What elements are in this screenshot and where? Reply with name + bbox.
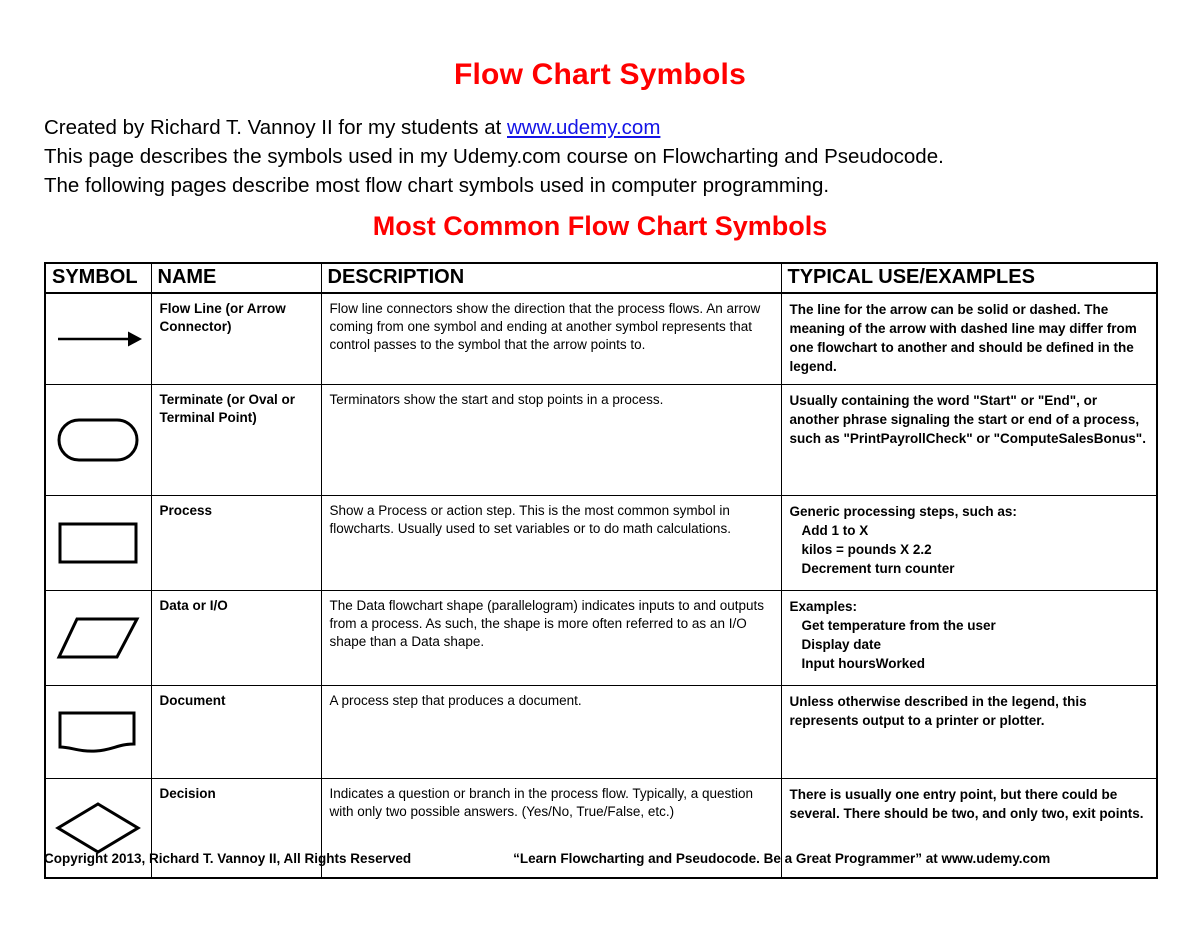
intro-line-3: The following pages describe most flow c…	[44, 174, 830, 197]
use-line: Examples:	[789, 598, 858, 614]
table-row: Flow Line (or Arrow Connector) Flow line…	[44, 292, 1158, 385]
footer-copyright: Copyright 2013, Richard T. Vannoy II, Al…	[44, 851, 412, 866]
page-footer: Copyright 2013, Richard T. Vannoy II, Al…	[44, 850, 1156, 868]
symbol-name: Terminate (or Oval or Terminal Point)	[150, 383, 322, 496]
symbol-cell	[44, 494, 152, 591]
intro-line-1-text: Created by Richard T. Vannoy II for my s…	[44, 116, 507, 139]
symbol-description: Terminators show the start and stop poin…	[320, 383, 782, 496]
table-header-row: SYMBOL NAME DESCRIPTION TYPICAL USE/EXAM…	[44, 262, 1158, 294]
table-row: Terminate (or Oval or Terminal Point) Te…	[44, 383, 1158, 496]
process-rectangle-icon	[46, 496, 151, 590]
udemy-link[interactable]: www.udemy.com	[507, 116, 661, 139]
symbol-name: Flow Line (or Arrow Connector)	[150, 292, 322, 385]
table-row: Decision Indicates a question or branch …	[44, 777, 1158, 879]
use-line: Generic processing steps, such as:	[789, 503, 1017, 519]
use-line: Get temperature from the user	[801, 617, 996, 633]
symbol-description: A process step that produces a document.	[320, 684, 782, 779]
arrow-right-icon	[46, 294, 151, 384]
symbol-cell	[44, 684, 152, 779]
table-row: Process Show a Process or action step. T…	[44, 494, 1158, 591]
use-line: Input hoursWorked	[801, 655, 926, 671]
table-row: Data or I/O The Data flowchart shape (pa…	[44, 589, 1158, 686]
symbol-description: Indicates a question or branch in the pr…	[320, 777, 782, 879]
parallelogram-data-icon	[46, 591, 151, 685]
use-line: Display date	[801, 636, 882, 652]
symbol-use: There is usually one entry point, but th…	[780, 777, 1158, 879]
symbol-use: Usually containing the word "Start" or "…	[780, 383, 1158, 496]
section-title: Most Common Flow Chart Symbols	[372, 211, 828, 241]
column-header-description: DESCRIPTION	[320, 262, 782, 294]
symbol-description: The Data flowchart shape (parallelogram)…	[320, 589, 782, 686]
flowchart-symbols-table: SYMBOL NAME DESCRIPTION TYPICAL USE/EXAM…	[44, 261, 1158, 879]
use-line: Add 1 to X	[801, 522, 869, 538]
symbol-name: Data or I/O	[150, 589, 322, 686]
symbol-use: Generic processing steps, such as: Add 1…	[780, 494, 1158, 591]
symbol-name: Process	[150, 494, 322, 591]
column-header-symbol: SYMBOL	[44, 262, 152, 294]
symbol-cell	[44, 383, 152, 496]
table-row: Document A process step that produces a …	[44, 684, 1158, 779]
symbol-description: Flow line connectors show the direction …	[320, 292, 782, 385]
symbol-use: Examples: Get temperature from the user …	[780, 589, 1158, 686]
footer-tagline: “Learn Flowcharting and Pseudocode. Be a…	[513, 851, 1051, 866]
intro-line-2: This page describes the symbols used in …	[44, 145, 944, 168]
symbol-cell	[44, 589, 152, 686]
decision-diamond-icon	[46, 779, 151, 877]
use-line: kilos = pounds X 2.2	[801, 541, 932, 557]
column-header-name: NAME	[150, 262, 322, 294]
symbol-name: Document	[150, 684, 322, 779]
symbol-use: The line for the arrow can be solid or d…	[780, 292, 1158, 385]
terminator-shape-icon	[46, 385, 151, 495]
symbol-cell	[44, 777, 152, 879]
intro-line-1: Created by Richard T. Vannoy II for my s…	[44, 113, 1156, 142]
use-line: Decrement turn counter	[801, 560, 955, 576]
document-shape-icon	[46, 686, 151, 778]
intro-paragraph: Created by Richard T. Vannoy II for my s…	[44, 91, 1156, 200]
symbol-use: Unless otherwise described in the legend…	[780, 684, 1158, 779]
symbol-description: Show a Process or action step. This is t…	[320, 494, 782, 591]
page-title: Flow Chart Symbols	[454, 58, 746, 91]
column-header-use: TYPICAL USE/EXAMPLES	[780, 262, 1158, 294]
symbol-name: Decision	[150, 777, 322, 879]
symbol-cell	[44, 292, 152, 385]
